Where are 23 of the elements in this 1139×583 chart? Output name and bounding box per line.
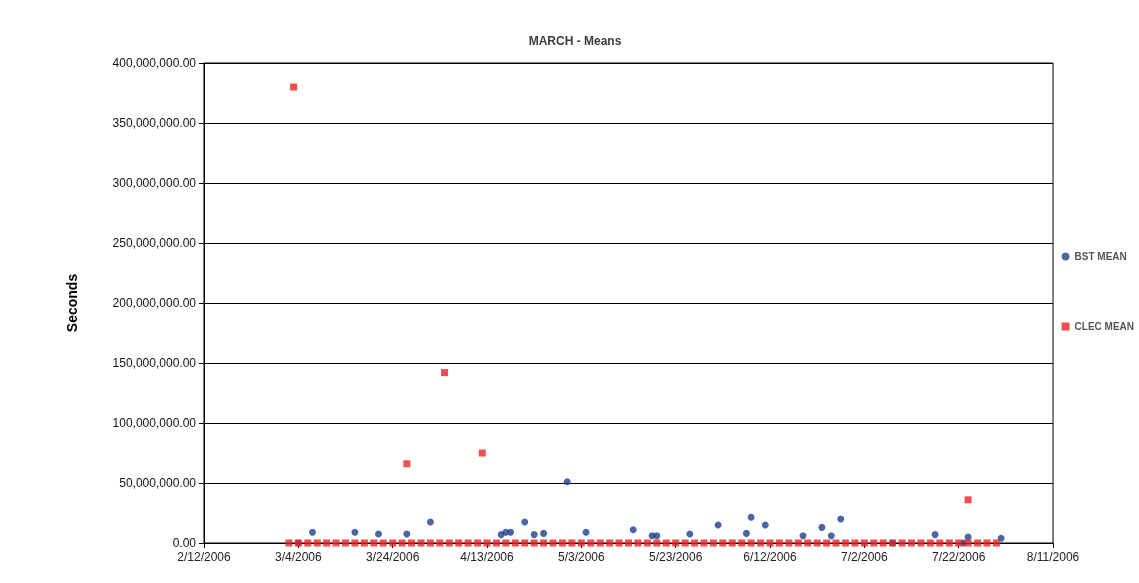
y-tick-label: 350,000,000.00: [112, 116, 197, 130]
x-tick-label: 5/3/2006: [557, 550, 606, 564]
x-tick-label: 2/12/2006: [177, 550, 232, 564]
legend-label: CLEC MEAN: [1074, 321, 1135, 332]
x-tick-label: 3/4/2006: [274, 550, 323, 564]
x-tick-label: 4/13/2006: [460, 550, 515, 564]
legend-label: BST MEAN: [1074, 251, 1127, 262]
y-tick-label: 200,000,000.00: [112, 296, 197, 310]
x-tick-label: 7/22/2006: [931, 550, 986, 564]
chart-title: MARCH - Means: [528, 34, 622, 48]
y-tick-label: 400,000,000.00: [112, 56, 197, 70]
y-axis-title: Seconds: [64, 273, 80, 333]
x-tick-label: 7/2/2006: [840, 550, 889, 564]
y-tick-label: 100,000,000.00: [112, 416, 197, 430]
y-tick-label: 250,000,000.00: [112, 236, 197, 250]
y-tick-label: 50,000,000.00: [119, 476, 197, 490]
y-tick-label: 150,000,000.00: [112, 356, 197, 370]
y-tick-label: 300,000,000.00: [112, 176, 197, 190]
x-tick-label: 6/12/2006: [743, 550, 798, 564]
x-tick-label: 8/11/2006: [1026, 550, 1080, 564]
x-tick-label: 3/24/2006: [365, 550, 420, 564]
x-tick-label: 5/23/2006: [648, 550, 703, 564]
y-tick-label: 0.00: [172, 536, 197, 550]
